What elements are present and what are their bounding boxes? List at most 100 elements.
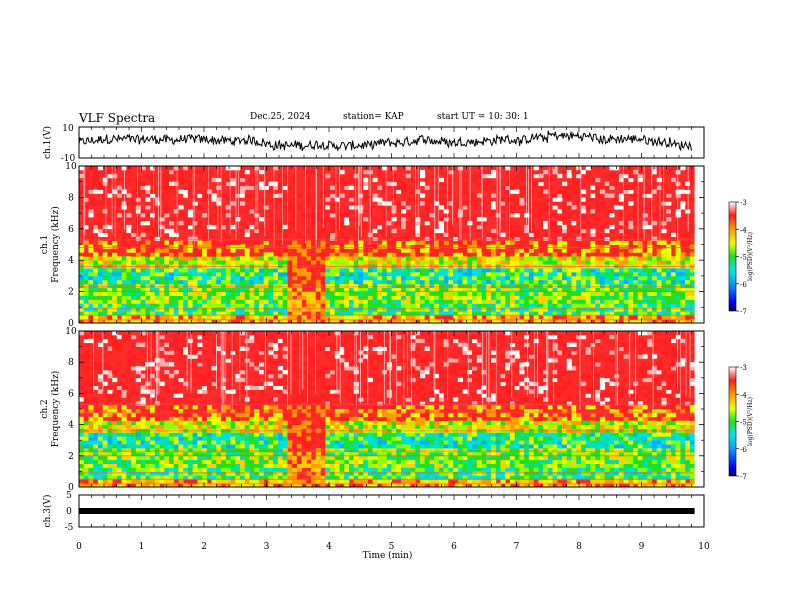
ch1-spec-cell bbox=[505, 311, 511, 316]
ch2-spec-cell bbox=[187, 420, 194, 425]
ch1-spec-cell bbox=[258, 299, 265, 304]
ch1-spec-cell bbox=[415, 291, 421, 296]
ch1-spec-cell bbox=[557, 279, 563, 285]
ch1-spec-cell bbox=[424, 236, 430, 241]
ch2-spec-cell bbox=[164, 385, 170, 390]
ch1-spec-cell bbox=[675, 166, 681, 171]
ch1-spec-cell bbox=[633, 303, 639, 308]
ch1-spec-cell bbox=[401, 224, 407, 230]
ch2-spec-cell bbox=[116, 475, 123, 480]
ch2-spec-cell bbox=[107, 385, 113, 390]
ch1-spec-cell bbox=[329, 236, 336, 241]
ch2-spec-cell bbox=[216, 475, 222, 480]
ch2-spec-cell bbox=[168, 463, 175, 468]
ch1-spec-cell bbox=[609, 224, 615, 230]
ch2-spec-cell bbox=[88, 366, 94, 371]
ch2-spec-cell bbox=[216, 448, 222, 453]
ch2-spec-cell bbox=[88, 354, 94, 359]
ch1-spec-cell bbox=[187, 299, 194, 304]
ch1-spec-cell bbox=[83, 268, 89, 273]
ch1-spec-cell bbox=[680, 205, 686, 210]
ch1-spec-cell bbox=[311, 291, 317, 296]
ch1-spec-cell bbox=[202, 197, 208, 202]
ch1-spec-cell bbox=[590, 291, 596, 296]
ch1-spec-cell bbox=[135, 220, 141, 226]
ch1-spec-cell bbox=[680, 217, 686, 222]
ch1-spec-cell bbox=[240, 228, 246, 234]
ch1-spec-cell bbox=[102, 201, 108, 206]
ch1-spec-cell bbox=[429, 256, 435, 261]
ch1-spec-cell bbox=[642, 197, 648, 202]
ch1-spec-cell bbox=[670, 256, 677, 261]
ch1-spec-cell bbox=[585, 303, 591, 308]
ch1-spec-cell bbox=[273, 256, 279, 261]
ch1-spec-cell bbox=[580, 287, 587, 293]
ch1-spec-cell bbox=[637, 319, 643, 324]
ch1-spec-cell bbox=[453, 236, 459, 241]
ch1-spec-cell bbox=[240, 220, 246, 226]
ch1-spec-cell bbox=[652, 189, 658, 194]
ch1-spec-cell bbox=[524, 268, 530, 273]
ch1-spec-cell bbox=[670, 268, 677, 273]
ch1-spec-cell bbox=[358, 295, 364, 300]
ch1-spec-cell bbox=[244, 315, 250, 320]
ch2-spec-cell bbox=[112, 346, 118, 351]
ch1-spec-cell bbox=[159, 181, 165, 187]
ch1-spec-cell bbox=[509, 279, 516, 285]
ch2-spec-cell bbox=[164, 342, 170, 347]
ch1-spec-cell bbox=[93, 268, 99, 273]
ch1-spec-cell bbox=[268, 319, 274, 324]
ch2-spec-cell bbox=[192, 471, 198, 476]
ch1-spec-cell bbox=[481, 197, 487, 202]
ch2-spec-cell bbox=[197, 436, 203, 441]
ch1-spec-cell bbox=[154, 201, 160, 206]
ch1-spec-cell bbox=[401, 315, 407, 320]
ch1-spec-cell bbox=[415, 275, 421, 281]
ch1-spec-cell bbox=[467, 315, 473, 320]
ch1-spec-cell bbox=[401, 275, 407, 281]
ch1-spec-cell bbox=[192, 240, 198, 245]
ch1-spec-cell bbox=[585, 268, 591, 273]
ch1-spec-cell bbox=[339, 268, 345, 273]
ch2-spec-cell bbox=[97, 436, 104, 441]
ch1-spec-cell bbox=[277, 256, 284, 261]
ch1-spec-cell bbox=[325, 275, 331, 281]
ch1-spec-cell bbox=[443, 189, 449, 194]
ch1-spec-cell bbox=[107, 287, 113, 293]
ch2-spec-cell bbox=[216, 451, 222, 457]
ch1-spec-cell bbox=[273, 319, 279, 324]
ch1-spec-cell bbox=[656, 291, 662, 296]
ch1-spec-cell bbox=[419, 213, 426, 218]
ch1-spec-cell bbox=[249, 291, 255, 296]
ch1-spec-cell bbox=[628, 303, 634, 308]
ch1-spec-cell bbox=[405, 173, 411, 179]
ch1-spec-cell bbox=[557, 275, 563, 281]
ch1-spec-cell bbox=[116, 213, 123, 218]
ch1-spec-cell bbox=[595, 279, 601, 285]
ch1-spec-cell bbox=[145, 189, 151, 194]
ch1-spec-cell bbox=[348, 295, 355, 300]
ch1-spec-cell bbox=[216, 271, 222, 277]
ch1-spec-cell bbox=[140, 166, 146, 171]
ch1-spec-cell bbox=[647, 224, 653, 230]
ch1-spec-cell bbox=[524, 252, 530, 257]
ch1-spec-cell bbox=[282, 307, 288, 312]
ch2-spec-cell bbox=[187, 436, 194, 441]
ch1-spec-cell bbox=[282, 299, 288, 304]
ch1-spec-cell bbox=[221, 283, 227, 289]
ch1-spec-cell bbox=[680, 315, 686, 320]
ch1-spec-cell bbox=[230, 169, 236, 175]
ch1-spec-cell bbox=[367, 232, 374, 238]
ch1-spec-cell bbox=[159, 299, 165, 304]
ch1-spec-cell bbox=[514, 315, 520, 320]
ch1-spec-cell bbox=[642, 287, 648, 293]
ch1-spec-cell bbox=[107, 252, 113, 257]
ch1-spec-cell bbox=[173, 307, 179, 312]
ch2-spec-cell bbox=[225, 373, 231, 379]
ch2-spec-cell bbox=[135, 409, 141, 414]
ch2-spec-cell bbox=[211, 412, 217, 418]
ch2-spec-cell bbox=[107, 370, 113, 375]
ch1-spec-cell bbox=[235, 295, 241, 300]
ch1-spec-cell bbox=[282, 303, 288, 308]
ch2-spec-cell bbox=[235, 479, 241, 484]
